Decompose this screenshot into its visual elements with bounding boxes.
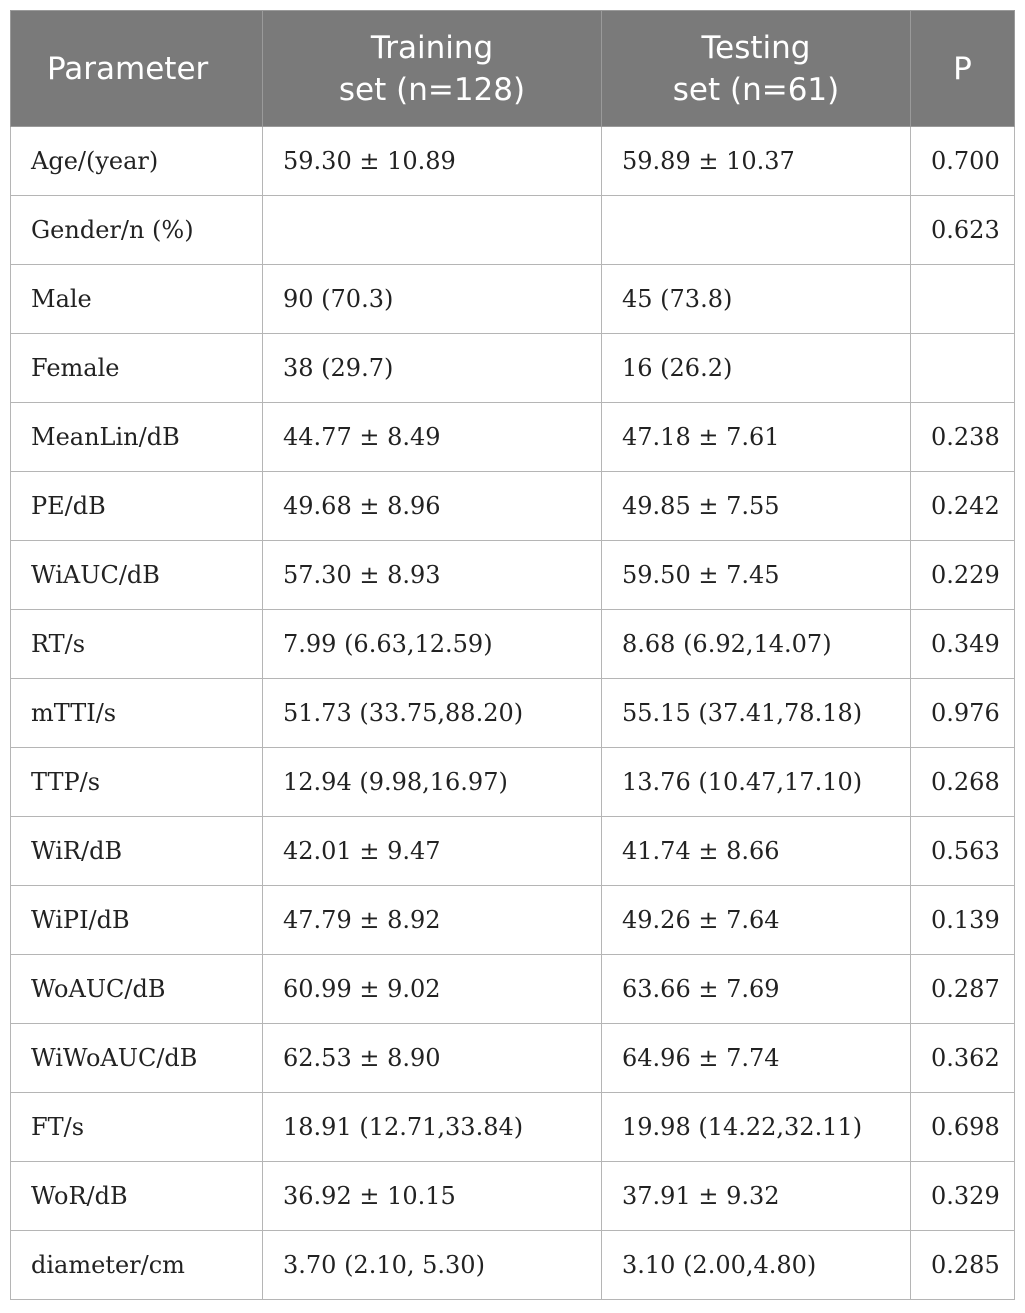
table-row: TTP/s 12.94 (9.98,16.97) 13.76 (10.47,17.1… — [10, 747, 1015, 817]
p-value-cell: 0.287 — [910, 954, 1015, 1024]
header-training-line-2: set (n=128) — [338, 71, 526, 108]
testing-value-cell: 13.76 (10.47,17.10) — [601, 747, 911, 817]
parameter-cell: Gender/n (%) — [10, 195, 263, 265]
testing-value-cell: 59.50 ± 7.45 — [601, 540, 911, 610]
table-row: WoAUC/dB 60.99 ± 9.02 63.66 ± 7.69 0.287 — [10, 954, 1015, 1024]
testing-value-cell: 19.98 (14.22,32.11) — [601, 1092, 911, 1162]
p-value-cell: 0.362 — [910, 1023, 1015, 1093]
header-row: Parameter Training set (n=128) Testing s… — [10, 10, 1015, 127]
testing-value-cell: 49.26 ± 7.64 — [601, 885, 911, 955]
table-row: RT/s 7.99 (6.63,12.59) 8.68 (6.92,14.07) 0.… — [10, 609, 1015, 679]
testing-value-cell: 63.66 ± 7.69 — [601, 954, 911, 1024]
parameter-cell: WoR/dB — [10, 1161, 263, 1231]
training-value-cell: 42.01 ± 9.47 — [262, 816, 602, 886]
p-value-cell: 0.698 — [910, 1092, 1015, 1162]
table-row: WiAUC/dB 57.30 ± 8.93 59.50 ± 7.45 0.229 — [10, 540, 1015, 610]
table-header: Parameter Training set (n=128) Testing s… — [10, 10, 1015, 127]
p-value-cell: 0.976 — [910, 678, 1015, 748]
header-testing-line-2: set (n=61) — [672, 71, 840, 108]
table-row: diameter/cm 3.70 (2.10, 5.30) 3.10 (2.00,4… — [10, 1230, 1015, 1300]
p-value-cell: 0.349 — [910, 609, 1015, 679]
training-value-cell: 51.73 (33.75,88.20) — [262, 678, 602, 748]
table-body: Age/(year) 59.30 ± 10.89 59.89 ± 10.37 0.70… — [10, 126, 1015, 1300]
p-value-cell: 0.238 — [910, 402, 1015, 472]
parameter-cell: Female — [10, 333, 263, 403]
testing-value-cell: 37.91 ± 9.32 — [601, 1161, 911, 1231]
testing-value-cell: 3.10 (2.00,4.80) — [601, 1230, 911, 1300]
header-parameter: Parameter — [10, 10, 263, 127]
testing-value-cell — [601, 195, 911, 265]
p-value-cell: 0.700 — [910, 126, 1015, 196]
testing-value-cell: 41.74 ± 8.66 — [601, 816, 911, 886]
p-value-cell: 0.242 — [910, 471, 1015, 541]
p-value-cell: 0.563 — [910, 816, 1015, 886]
training-value-cell: 7.99 (6.63,12.59) — [262, 609, 602, 679]
parameter-cell: FT/s — [10, 1092, 263, 1162]
table-row: WiR/dB 42.01 ± 9.47 41.74 ± 8.66 0.563 — [10, 816, 1015, 886]
parameter-cell: WiR/dB — [10, 816, 263, 886]
parameter-cell: WiAUC/dB — [10, 540, 263, 610]
testing-value-cell: 64.96 ± 7.74 — [601, 1023, 911, 1093]
header-testing-set: Testing set (n=61) — [601, 10, 911, 127]
training-value-cell: 18.91 (12.71,33.84) — [262, 1092, 602, 1162]
parameter-cell: WoAUC/dB — [10, 954, 263, 1024]
training-value-cell: 59.30 ± 10.89 — [262, 126, 602, 196]
parameter-cell: WiPI/dB — [10, 885, 263, 955]
header-p-text: P — [953, 50, 972, 87]
table-row: Male 90 (70.3) 45 (73.8) — [10, 264, 1015, 334]
data-table: Parameter Training set (n=128) Testing s… — [10, 10, 1015, 1300]
table-row: mTTI/s 51.73 (33.75,88.20) 55.15 (37.41,78… — [10, 678, 1015, 748]
parameter-cell: WiWoAUC/dB — [10, 1023, 263, 1093]
training-value-cell: 62.53 ± 8.90 — [262, 1023, 602, 1093]
training-value-cell: 49.68 ± 8.96 — [262, 471, 602, 541]
table-row: WiWoAUC/dB 62.53 ± 8.90 64.96 ± 7.74 0.362 — [10, 1023, 1015, 1093]
testing-value-cell: 59.89 ± 10.37 — [601, 126, 911, 196]
training-value-cell — [262, 195, 602, 265]
p-value-cell: 0.139 — [910, 885, 1015, 955]
training-value-cell: 90 (70.3) — [262, 264, 602, 334]
header-parameter-text: Parameter — [47, 50, 209, 87]
parameter-cell: mTTI/s — [10, 678, 263, 748]
table-row: PE/dB 49.68 ± 8.96 49.85 ± 7.55 0.242 — [10, 471, 1015, 541]
training-value-cell: 57.30 ± 8.93 — [262, 540, 602, 610]
training-value-cell: 3.70 (2.10, 5.30) — [262, 1230, 602, 1300]
p-value-cell: 0.329 — [910, 1161, 1015, 1231]
training-value-cell: 44.77 ± 8.49 — [262, 402, 602, 472]
testing-value-cell: 8.68 (6.92,14.07) — [601, 609, 911, 679]
training-value-cell: 12.94 (9.98,16.97) — [262, 747, 602, 817]
testing-value-cell: 47.18 ± 7.61 — [601, 402, 911, 472]
training-value-cell: 36.92 ± 10.15 — [262, 1161, 602, 1231]
table-row: Gender/n (%) 0.623 — [10, 195, 1015, 265]
header-testing-line-1: Testing — [701, 29, 811, 66]
parameter-cell: RT/s — [10, 609, 263, 679]
p-value-cell: 0.268 — [910, 747, 1015, 817]
p-value-cell: 0.623 — [910, 195, 1015, 265]
testing-value-cell: 49.85 ± 7.55 — [601, 471, 911, 541]
testing-value-cell: 45 (73.8) — [601, 264, 911, 334]
table-row: Age/(year) 59.30 ± 10.89 59.89 ± 10.37 0.70… — [10, 126, 1015, 196]
training-value-cell: 47.79 ± 8.92 — [262, 885, 602, 955]
table-row: WiPI/dB 47.79 ± 8.92 49.26 ± 7.64 0.139 — [10, 885, 1015, 955]
testing-value-cell: 16 (26.2) — [601, 333, 911, 403]
table-row: WoR/dB 36.92 ± 10.15 37.91 ± 9.32 0.329 — [10, 1161, 1015, 1231]
parameter-cell: TTP/s — [10, 747, 263, 817]
parameter-cell: Male — [10, 264, 263, 334]
header-training-set: Training set (n=128) — [262, 10, 602, 127]
header-p-value: P — [910, 10, 1015, 127]
p-value-cell: 0.229 — [910, 540, 1015, 610]
training-value-cell: 38 (29.7) — [262, 333, 602, 403]
parameter-cell: PE/dB — [10, 471, 263, 541]
table-row: Female 38 (29.7) 16 (26.2) — [10, 333, 1015, 403]
testing-value-cell: 55.15 (37.41,78.18) — [601, 678, 911, 748]
parameter-cell: MeanLin/dB — [10, 402, 263, 472]
parameter-cell: diameter/cm — [10, 1230, 263, 1300]
table-row: MeanLin/dB 44.77 ± 8.49 47.18 ± 7.61 0.238 — [10, 402, 1015, 472]
training-value-cell: 60.99 ± 9.02 — [262, 954, 602, 1024]
parameter-cell: Age/(year) — [10, 126, 263, 196]
p-value-cell — [910, 333, 1015, 403]
p-value-cell: 0.285 — [910, 1230, 1015, 1300]
header-training-line-1: Training — [370, 29, 494, 66]
p-value-cell — [910, 264, 1015, 334]
table-row: FT/s 18.91 (12.71,33.84) 19.98 (14.22,32.1… — [10, 1092, 1015, 1162]
